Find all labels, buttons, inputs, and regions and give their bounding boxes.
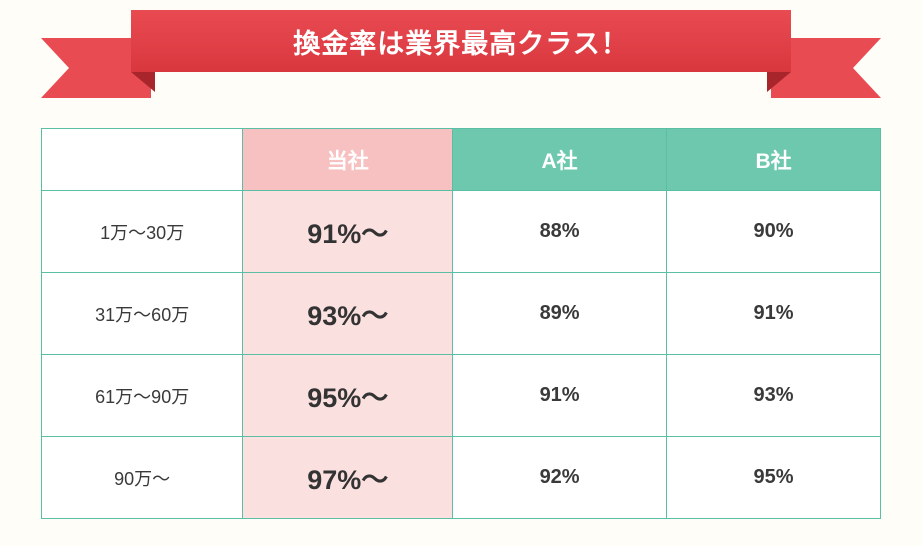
cell-company-a: 91% xyxy=(453,355,667,437)
header-company-a: A社 xyxy=(453,129,667,191)
header-blank xyxy=(42,129,243,191)
cell-company-b: 91% xyxy=(667,273,881,355)
table-row: 31万〜60万 93%〜 89% 91% xyxy=(42,273,881,355)
row-label: 61万〜90万 xyxy=(42,355,243,437)
row-label: 31万〜60万 xyxy=(42,273,243,355)
table-header-row: 当社 A社 B社 xyxy=(42,129,881,191)
cell-our-company: 95%〜 xyxy=(243,355,453,437)
row-label: 1万〜30万 xyxy=(42,191,243,273)
table-row: 1万〜30万 91%〜 88% 90% xyxy=(42,191,881,273)
cell-company-a: 92% xyxy=(453,437,667,519)
cell-our-company: 93%〜 xyxy=(243,273,453,355)
table-row: 90万〜 97%〜 92% 95% xyxy=(42,437,881,519)
header-company-b: B社 xyxy=(667,129,881,191)
table-row: 61万〜90万 95%〜 91% 93% xyxy=(42,355,881,437)
cell-company-a: 88% xyxy=(453,191,667,273)
cell-company-b: 93% xyxy=(667,355,881,437)
header-our-company: 当社 xyxy=(243,129,453,191)
banner-ribbon: 換金率は業界最高クラス！ xyxy=(71,10,851,100)
comparison-table: 当社 A社 B社 1万〜30万 91%〜 88% 90% 31万〜60万 93%… xyxy=(41,128,881,519)
banner-title: 換金率は業界最高クラス！ xyxy=(293,22,628,61)
comparison-table-wrap: 当社 A社 B社 1万〜30万 91%〜 88% 90% 31万〜60万 93%… xyxy=(41,128,881,519)
cell-company-b: 90% xyxy=(667,191,881,273)
cell-company-b: 95% xyxy=(667,437,881,519)
ribbon-center: 換金率は業界最高クラス！ xyxy=(131,10,791,72)
row-label: 90万〜 xyxy=(42,437,243,519)
cell-our-company: 97%〜 xyxy=(243,437,453,519)
cell-our-company: 91%〜 xyxy=(243,191,453,273)
cell-company-a: 89% xyxy=(453,273,667,355)
